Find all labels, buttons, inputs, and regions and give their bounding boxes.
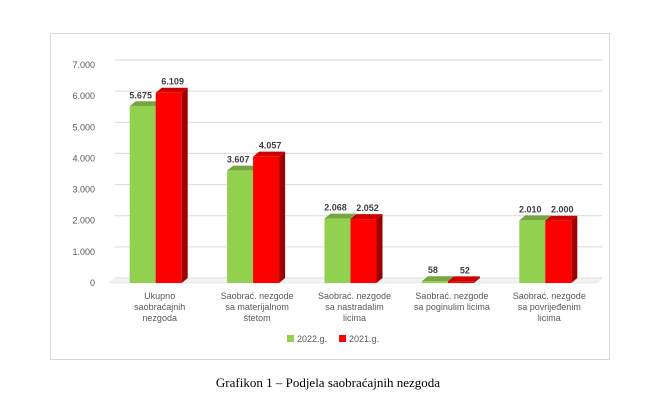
data-label: 5.675 bbox=[129, 90, 152, 100]
y-tick-label: 6.000 bbox=[72, 91, 95, 101]
bar-front bbox=[324, 218, 351, 283]
bar-top bbox=[227, 165, 260, 171]
legend-swatch-2022.g. bbox=[287, 335, 294, 342]
bar-2021.g.-0 bbox=[155, 87, 188, 283]
bar-top bbox=[447, 276, 480, 282]
bar-2021.g.-3 bbox=[447, 276, 480, 283]
x-category-label: nezgoda bbox=[142, 313, 177, 323]
bar-top bbox=[324, 213, 357, 219]
data-label: 4.057 bbox=[259, 141, 282, 151]
bar-front bbox=[545, 220, 572, 283]
y-tick-label: 0 bbox=[90, 278, 95, 288]
bar-2021.g.-1 bbox=[253, 151, 286, 283]
x-category-label: Saobrać. nezgode bbox=[221, 291, 294, 301]
data-label: 2.068 bbox=[324, 203, 347, 213]
bar-top bbox=[129, 101, 162, 107]
y-tick-label: 2.000 bbox=[72, 216, 95, 226]
bar-side bbox=[473, 276, 480, 283]
x-category-label: Saobrać. nezgode bbox=[415, 291, 488, 301]
bar-side bbox=[279, 151, 286, 283]
bar-side bbox=[571, 215, 578, 283]
y-tick-label: 7.000 bbox=[72, 60, 95, 70]
bar-top bbox=[545, 215, 578, 221]
chart-area: 0 1.000 2.000 3.000 4.000 5.000 6.000 7.000 5.67… bbox=[50, 33, 610, 360]
x-category-label: sa povrijeđenim bbox=[518, 302, 581, 312]
bar-chart: 0 1.000 2.000 3.000 4.000 5.000 6.000 7.000 5.67… bbox=[72, 59, 603, 344]
data-label: 3.607 bbox=[227, 155, 250, 165]
bar-front bbox=[155, 92, 182, 283]
bar-front bbox=[350, 219, 377, 283]
bar-front bbox=[129, 106, 156, 283]
x-category-label: sa materijalnom bbox=[225, 302, 289, 312]
x-category-label: štetom bbox=[244, 313, 271, 323]
bar-2021.g.-2 bbox=[350, 214, 383, 283]
y-tick-label: 3.000 bbox=[72, 185, 95, 195]
figure-caption: Grafikon 1 – Podjela saobraćajnih nezgod… bbox=[215, 375, 441, 390]
data-label: 58 bbox=[428, 265, 438, 275]
x-category-label: Saobrać. nezgode bbox=[318, 291, 391, 301]
bar-side bbox=[376, 214, 383, 283]
bar-side bbox=[181, 87, 188, 283]
x-category-label: Saobrać. nezgode bbox=[513, 291, 586, 301]
x-category-label: saobraćajnih bbox=[134, 302, 185, 312]
x-category-label: Ukupno bbox=[144, 291, 175, 301]
bar-front bbox=[253, 156, 280, 283]
x-category-label: sa poginulim licima bbox=[414, 302, 490, 312]
y-tick-label: 1.000 bbox=[72, 247, 95, 257]
bar-front bbox=[227, 170, 254, 283]
x-category-label: licima bbox=[343, 313, 366, 323]
data-label: 2.010 bbox=[519, 204, 542, 214]
data-label: 52 bbox=[460, 265, 470, 275]
y-tick-label: 4.000 bbox=[72, 153, 95, 163]
bar-top bbox=[421, 276, 454, 282]
legend-label: 2022.g. bbox=[297, 334, 327, 344]
bar-front bbox=[447, 281, 474, 283]
bar-2021.g.-4 bbox=[545, 215, 578, 283]
y-tick-label: 5.000 bbox=[72, 122, 95, 132]
x-category-label: licima bbox=[538, 313, 561, 323]
bar-front bbox=[421, 281, 448, 283]
bar-top bbox=[350, 214, 383, 220]
bar-top bbox=[155, 87, 188, 93]
bar-front bbox=[519, 220, 546, 283]
bar-top bbox=[253, 151, 286, 157]
legend-swatch-2021.g. bbox=[339, 335, 346, 342]
legend-label: 2021.g. bbox=[349, 334, 379, 344]
x-category-label: sa nastradalim bbox=[325, 302, 384, 312]
data-label: 6.109 bbox=[161, 77, 184, 87]
data-label: 2.000 bbox=[551, 205, 574, 215]
data-label: 2.052 bbox=[356, 203, 379, 213]
bar-top bbox=[519, 215, 552, 221]
